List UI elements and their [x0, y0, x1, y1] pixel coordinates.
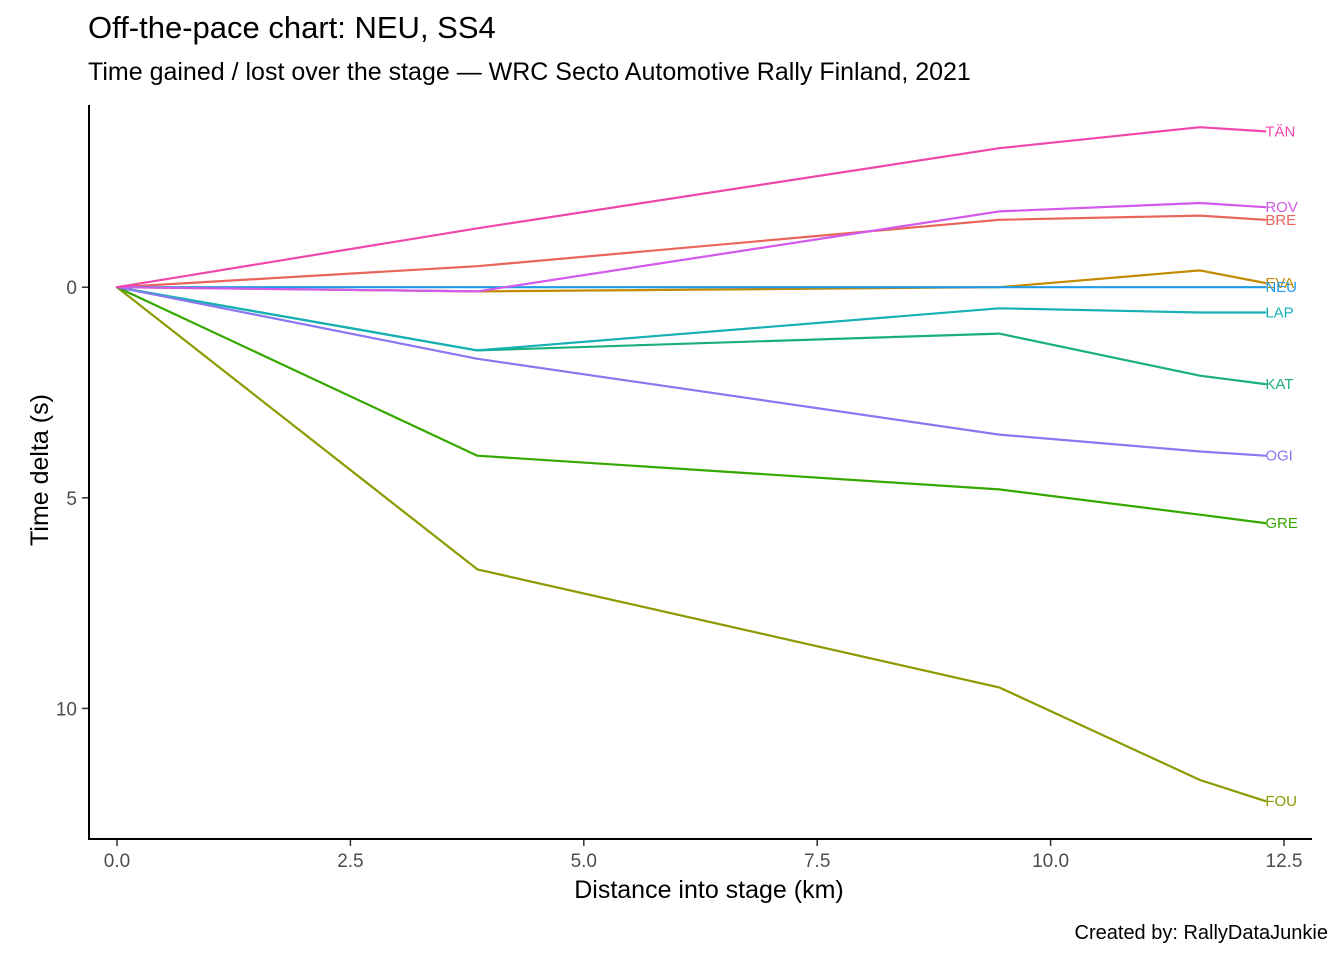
series-labels: BRE EVA FOU GRE KAT LAP NEU OGI ROV TÄN: [1265, 123, 1298, 810]
series-line-tän: [115, 126, 1267, 289]
series-label-neu: NEU: [1265, 279, 1297, 296]
series-line-fou: [115, 286, 1267, 803]
chart-caption: Created by: RallyDataJunkie: [1074, 922, 1328, 944]
series-label-rov: ROV: [1265, 199, 1298, 216]
y-axis-ticks: 0 5 10: [56, 278, 88, 720]
series-line-bre: [115, 214, 1267, 289]
series-label-lap: LAP: [1265, 304, 1293, 321]
series-lines: [115, 126, 1267, 803]
chart-subtitle: Time gained / lost over the stage — WRC …: [88, 58, 971, 86]
y-tick-label: 5: [66, 489, 77, 510]
series-label-bre: BRE: [1265, 212, 1296, 229]
x-tick-label: 0.0: [104, 851, 130, 872]
x-tick-label: 5.0: [571, 851, 597, 872]
y-tick-label: 10: [56, 699, 77, 720]
x-tick-label: 2.5: [337, 851, 363, 872]
x-axis-label: Distance into stage (km): [574, 876, 844, 904]
x-axis-ticks: 0.0 2.5 5.0 7.5 10.0 12.5: [104, 840, 1303, 872]
x-tick-label: 10.0: [1032, 851, 1069, 872]
series-label-tän: TÄN: [1265, 123, 1295, 140]
series-label-fou: FOU: [1265, 793, 1297, 810]
series-label-gre: GRE: [1265, 515, 1298, 532]
series-label-kat: KAT: [1265, 376, 1293, 393]
y-tick-label: 0: [66, 278, 77, 299]
chart-title: Off-the-pace chart: NEU, SS4: [88, 10, 496, 45]
series-line-kat: [115, 286, 1267, 386]
y-axis-label: Time delta (s): [26, 394, 54, 546]
series-line-ogi: [115, 286, 1267, 457]
x-tick-label: 12.5: [1266, 851, 1303, 872]
series-line-gre: [115, 286, 1267, 525]
x-tick-label: 7.5: [804, 851, 830, 872]
series-line-rov: [115, 201, 1267, 293]
series-label-ogi: OGI: [1265, 448, 1293, 465]
series-line-lap: [115, 286, 1267, 352]
series-label-eva: EVA: [1265, 275, 1294, 292]
